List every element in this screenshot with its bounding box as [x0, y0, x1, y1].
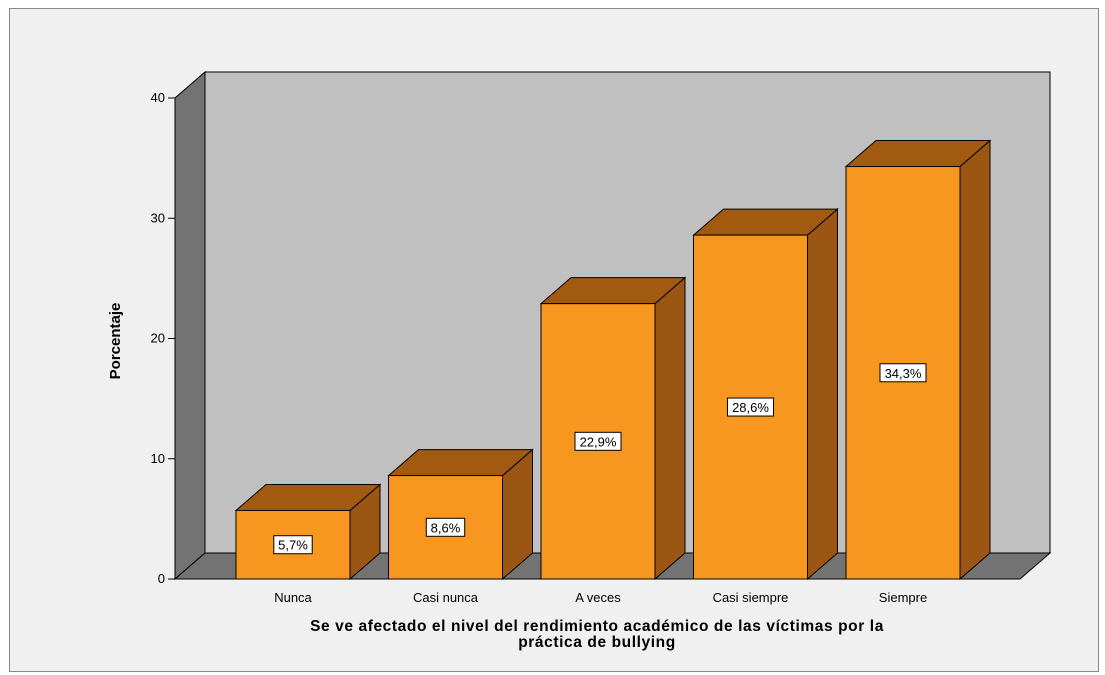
data-label: 5,7%	[278, 538, 308, 553]
category-label: Siempre	[879, 590, 927, 605]
data-label-box	[727, 397, 774, 417]
y-tick-label: 30	[151, 210, 165, 225]
bars-group: 5,7% 8,6% 22,9% 28,6% 34,3%	[234, 139, 992, 581]
data-label-box	[574, 431, 622, 451]
data-label-box	[273, 535, 313, 555]
y-tick-label: 20	[151, 331, 165, 346]
bar-4: 28,6%	[692, 207, 839, 581]
category-label: Nunca	[274, 590, 312, 605]
y-axis-title: Porcentaje	[107, 303, 124, 380]
x-axis-title-line-2: práctica de bullying	[518, 634, 676, 651]
category-label: A veces	[575, 590, 621, 605]
category-labels: Nunca Casi nunca A veces Casi siempre Siempr…	[274, 590, 927, 605]
y-tick-label: 40	[151, 90, 165, 105]
bar-5: 34,3%	[844, 139, 992, 581]
y-tick-label: 10	[151, 451, 165, 466]
y-tick-label: 0	[158, 571, 165, 586]
y-axis: 0 10 20 30 40	[151, 90, 176, 586]
category-label: Casi siempre	[713, 590, 789, 605]
bar-3: 22,9%	[539, 276, 687, 581]
bar-side	[654, 276, 686, 581]
data-label: 34,3%	[885, 366, 922, 381]
data-label-box	[425, 517, 466, 537]
left-wall	[174, 70, 206, 581]
bar-2: 8,6%	[387, 448, 534, 581]
bar-1: 5,7%	[234, 483, 382, 581]
data-label: 22,9%	[580, 434, 617, 449]
bar-side	[959, 139, 991, 581]
x-axis-title-line-1: Se ve afectado el nivel del rendimiento …	[310, 618, 884, 635]
data-label: 28,6%	[732, 400, 769, 415]
bar-side	[807, 207, 838, 581]
category-label: Casi nunca	[413, 590, 479, 605]
data-label-box	[879, 363, 927, 383]
data-label: 8,6%	[431, 520, 461, 535]
